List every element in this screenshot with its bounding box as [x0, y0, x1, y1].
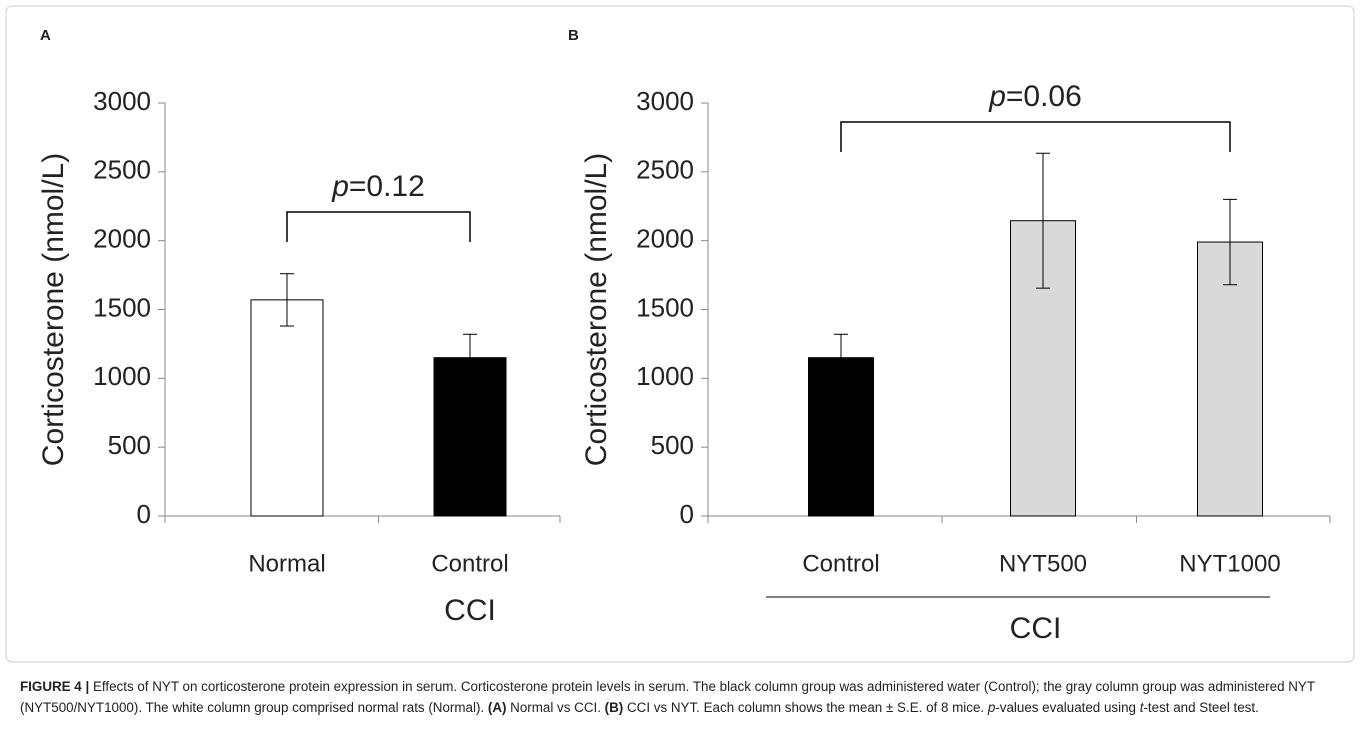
- bar: [250, 299, 324, 517]
- bar: [1197, 241, 1263, 517]
- caption-text: CCI vs NYT. Each column shows the mean ±…: [623, 700, 988, 715]
- figure: A Corticosterone (nmol/L) 0 500 1000 1500 2000…: [5, 5, 1355, 663]
- p-value: =0.06: [1006, 80, 1082, 113]
- y-tick-label: 1000: [636, 361, 694, 391]
- error-bar: [1223, 198, 1237, 286]
- x-tick-label: Control: [431, 550, 508, 577]
- significance-bracket: [286, 211, 471, 242]
- y-tick-label: 3000: [636, 86, 694, 116]
- y-axis-label: Corticosterone (nmol/L): [37, 153, 70, 466]
- y-tick-label: 2500: [636, 155, 694, 185]
- y-tick-label: 2500: [93, 155, 151, 185]
- caption: FIGURE 4 | Effects of NYT on corticoster…: [20, 676, 1340, 718]
- panel-label: B: [568, 27, 579, 44]
- group-label: CCI: [444, 594, 496, 627]
- significance-bracket: [840, 121, 1231, 152]
- p-symbol: p: [988, 80, 1006, 113]
- x-tick-label: Control: [802, 550, 879, 577]
- caption-text: -test and Steel test.: [1143, 700, 1259, 715]
- caption-text: Effects of NYT on corticosterone protein…: [20, 679, 1315, 715]
- y-tick-label: 500: [108, 430, 151, 460]
- y-tick-label: 0: [680, 499, 694, 529]
- bar: [808, 357, 874, 517]
- error-bar: [463, 333, 477, 382]
- y-tick-label: 2000: [93, 224, 151, 254]
- p-value: =0.12: [349, 170, 425, 203]
- p-symbol: p: [331, 170, 349, 203]
- p-value-label: p=0.06: [988, 80, 1082, 113]
- y-tick-label: 2000: [636, 224, 694, 254]
- caption-text: (B): [604, 700, 624, 715]
- panel-label: A: [40, 27, 51, 44]
- y-tick-label: 500: [651, 430, 694, 460]
- error-bar: [834, 333, 848, 382]
- caption-text: t: [1139, 700, 1144, 715]
- bar: [433, 357, 507, 517]
- error-bar: [280, 273, 294, 327]
- x-tick-label: Normal: [248, 550, 325, 577]
- error-bar: [1036, 152, 1050, 289]
- y-axis-label: Corticosterone (nmol/L): [580, 153, 613, 466]
- caption-text: -values evaluated using: [995, 700, 1140, 715]
- y-tick-label: 1000: [93, 361, 151, 391]
- caption-text: p: [987, 700, 996, 715]
- y-tick-label: 3000: [93, 86, 151, 116]
- x-tick-label: NYT500: [999, 550, 1087, 577]
- caption-text: (A): [487, 700, 507, 715]
- y-tick-label: 0: [137, 499, 151, 529]
- figure-border: [5, 5, 1355, 663]
- caption-label: FIGURE 4 |: [20, 679, 90, 694]
- p-value-label: p=0.12: [331, 170, 425, 203]
- y-tick-label: 1500: [636, 292, 694, 322]
- x-tick-label: NYT1000: [1179, 550, 1280, 577]
- group-label: CCI: [1010, 612, 1062, 645]
- caption-text: Normal vs CCI.: [506, 700, 605, 715]
- y-tick-label: 1500: [93, 292, 151, 322]
